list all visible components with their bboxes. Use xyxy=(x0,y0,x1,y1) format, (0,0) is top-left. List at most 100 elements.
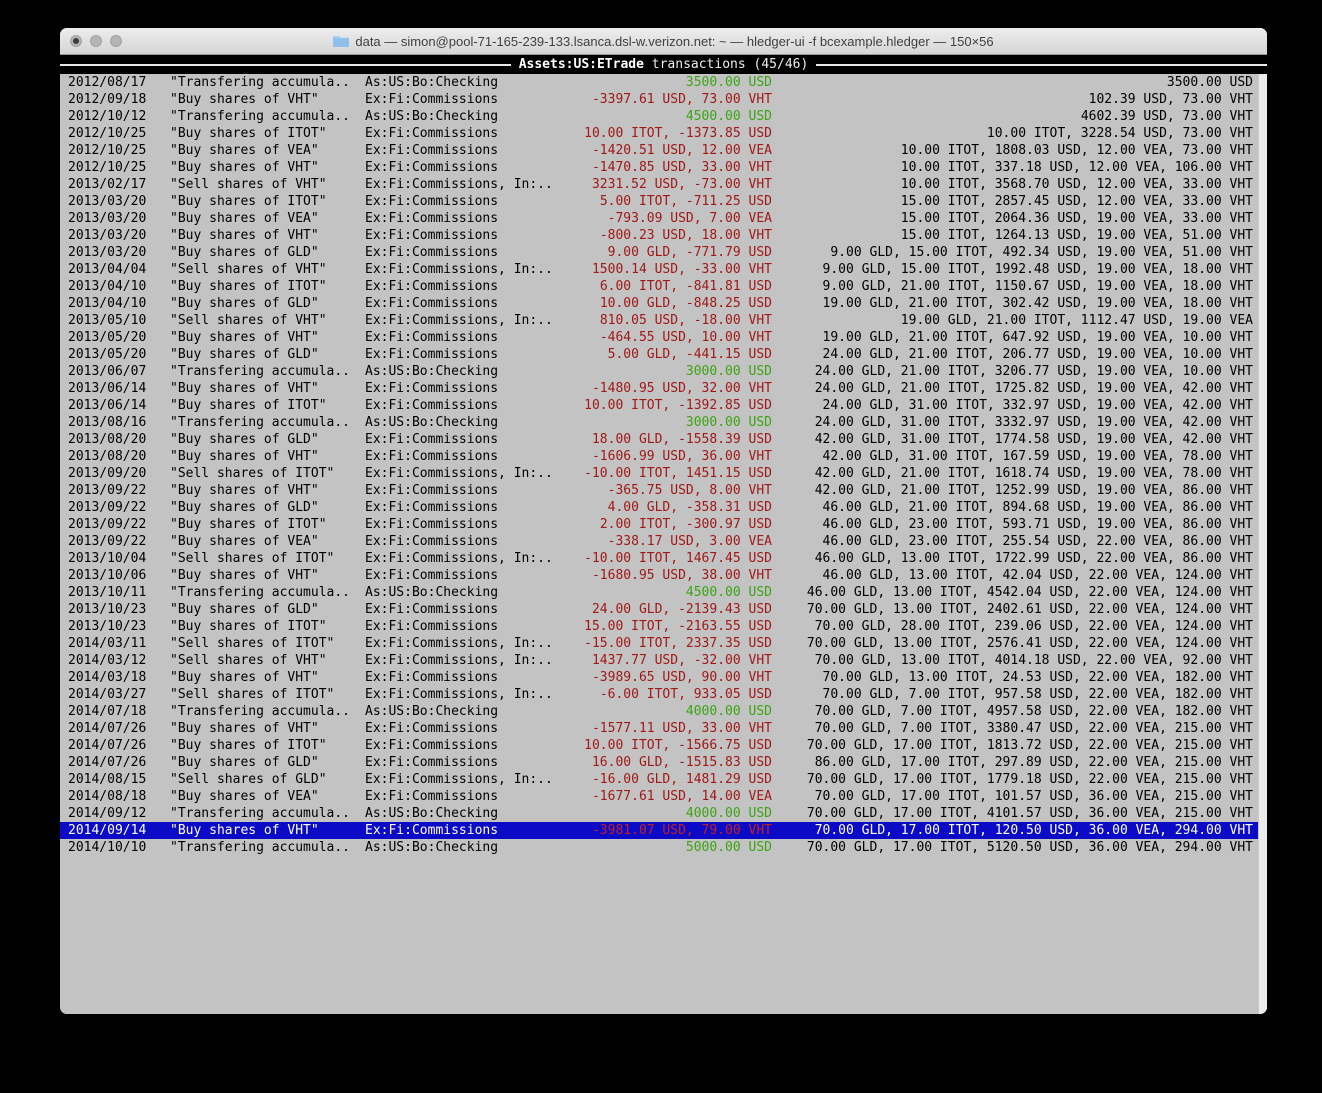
table-row[interactable]: 2013/09/20 "Sell shares of ITOT" Ex:Fi:C… xyxy=(60,465,1267,482)
transaction-other-accounts: Ex:Fi:Commissions xyxy=(365,126,499,141)
transaction-date: 2014/10/10 xyxy=(68,840,147,855)
table-row[interactable]: 2014/03/12 "Sell shares of VHT" Ex:Fi:Co… xyxy=(60,652,1267,669)
transaction-description: "Buy shares of VHT" xyxy=(170,228,319,243)
table-row[interactable]: 2014/03/11 "Sell shares of ITOT" Ex:Fi:C… xyxy=(60,635,1267,652)
transaction-date: 2013/10/23 xyxy=(68,619,147,634)
table-row[interactable]: 2013/09/22 "Buy shares of ITOT" Ex:Fi:Co… xyxy=(60,516,1267,533)
table-row[interactable]: 2012/09/18 "Buy shares of VHT" Ex:Fi:Com… xyxy=(60,91,1267,108)
table-row[interactable]: 2012/08/17 "Transfering accumula.. As:US… xyxy=(60,74,1267,91)
transaction-date: 2013/10/23 xyxy=(68,602,147,617)
transaction-date: 2013/03/20 xyxy=(68,194,147,209)
table-row[interactable]: 2013/04/10 "Buy shares of ITOT" Ex:Fi:Co… xyxy=(60,278,1267,295)
transaction-date: 2014/09/14 xyxy=(68,823,147,838)
transaction-date: 2013/03/20 xyxy=(68,228,147,243)
table-row[interactable]: 2013/09/22 "Buy shares of VEA" Ex:Fi:Com… xyxy=(60,533,1267,550)
transaction-description: "Sell shares of ITOT" xyxy=(170,687,335,702)
register-header-bar: Assets:US:ETrade transactions (45/46) xyxy=(60,55,1267,74)
transaction-change-amount: -365.75 USD, 8.00 VHT xyxy=(607,483,772,498)
table-row[interactable]: 2013/06/14 "Buy shares of ITOT" Ex:Fi:Co… xyxy=(60,397,1267,414)
transaction-running-balance: 9.00 GLD, 15.00 ITOT, 492.34 USD, 19.00 … xyxy=(830,245,1253,260)
transaction-date: 2013/03/20 xyxy=(68,245,147,260)
table-row[interactable]: 2013/08/16 "Transfering accumula.. As:US… xyxy=(60,414,1267,431)
table-row[interactable]: 2013/04/10 "Buy shares of GLD" Ex:Fi:Com… xyxy=(60,295,1267,312)
table-row[interactable]: 2014/09/12 "Transfering accumula.. As:US… xyxy=(60,805,1267,822)
table-row[interactable]: 2013/06/07 "Transfering accumula.. As:US… xyxy=(60,363,1267,380)
table-row[interactable]: 2013/06/14 "Buy shares of VHT" Ex:Fi:Com… xyxy=(60,380,1267,397)
transaction-description: "Transfering accumula.. xyxy=(170,704,351,719)
table-row[interactable]: 2013/02/17 "Sell shares of VHT" Ex:Fi:Co… xyxy=(60,176,1267,193)
table-row[interactable]: 2014/07/26 "Buy shares of ITOT" Ex:Fi:Co… xyxy=(60,737,1267,754)
transaction-running-balance: 70.00 GLD, 17.00 ITOT, 120.50 USD, 36.00… xyxy=(814,823,1253,838)
table-row[interactable]: 2012/10/12 "Transfering accumula.. As:US… xyxy=(60,108,1267,125)
table-row[interactable]: 2013/10/04 "Sell shares of ITOT" Ex:Fi:C… xyxy=(60,550,1267,567)
window-title: data — simon@pool-71-165-239-133.lsanca.… xyxy=(333,34,994,49)
table-row[interactable]: 2014/07/18 "Transfering accumula.. As:US… xyxy=(60,703,1267,720)
transaction-other-accounts: Ex:Fi:Commissions xyxy=(365,92,499,107)
table-row[interactable]: 2013/03/20 "Buy shares of ITOT" Ex:Fi:Co… xyxy=(60,193,1267,210)
table-row[interactable]: 2013/04/04 "Sell shares of VHT" Ex:Fi:Co… xyxy=(60,261,1267,278)
transaction-running-balance: 24.00 GLD, 21.00 ITOT, 1725.82 USD, 19.0… xyxy=(814,381,1253,396)
table-row[interactable]: 2014/07/26 "Buy shares of VHT" Ex:Fi:Com… xyxy=(60,720,1267,737)
close-button-icon[interactable] xyxy=(70,35,82,47)
transaction-running-balance: 46.00 GLD, 21.00 ITOT, 894.68 USD, 19.00… xyxy=(822,500,1253,515)
transaction-description: "Buy shares of GLD" xyxy=(170,755,319,770)
table-row[interactable]: 2013/09/22 "Buy shares of VHT" Ex:Fi:Com… xyxy=(60,482,1267,499)
table-row[interactable]: 2014/09/14 "Buy shares of VHT" Ex:Fi:Com… xyxy=(60,822,1267,839)
transaction-running-balance: 9.00 GLD, 21.00 ITOT, 1150.67 USD, 19.00… xyxy=(822,279,1253,294)
transaction-other-accounts: Ex:Fi:Commissions, In:.. xyxy=(365,687,553,702)
transaction-other-accounts: Ex:Fi:Commissions, In:.. xyxy=(365,466,553,481)
table-row[interactable]: 2012/10/25 "Buy shares of ITOT" Ex:Fi:Co… xyxy=(60,125,1267,142)
transaction-description: "Transfering accumula.. xyxy=(170,585,351,600)
transaction-change-amount: 10.00 ITOT, -1373.85 USD xyxy=(584,126,772,141)
transaction-running-balance: 42.00 GLD, 31.00 ITOT, 167.59 USD, 19.00… xyxy=(822,449,1253,464)
table-row[interactable]: 2012/10/25 "Buy shares of VEA" Ex:Fi:Com… xyxy=(60,142,1267,159)
table-row[interactable]: 2013/10/23 "Buy shares of GLD" Ex:Fi:Com… xyxy=(60,601,1267,618)
transaction-date: 2013/08/20 xyxy=(68,449,147,464)
transaction-other-accounts: Ex:Fi:Commissions, In:.. xyxy=(365,177,553,192)
transaction-description: "Buy shares of GLD" xyxy=(170,500,319,515)
transaction-change-amount: -10.00 ITOT, 1451.15 USD xyxy=(584,466,772,481)
titlebar[interactable]: data — simon@pool-71-165-239-133.lsanca.… xyxy=(60,28,1267,55)
table-row[interactable]: 2012/10/25 "Buy shares of VHT" Ex:Fi:Com… xyxy=(60,159,1267,176)
transaction-running-balance: 70.00 GLD, 13.00 ITOT, 2576.41 USD, 22.0… xyxy=(806,636,1253,651)
table-row[interactable]: 2013/05/10 "Sell shares of VHT" Ex:Fi:Co… xyxy=(60,312,1267,329)
table-row[interactable]: 2013/03/20 "Buy shares of VHT" Ex:Fi:Com… xyxy=(60,227,1267,244)
table-row[interactable]: 2014/08/18 "Buy shares of VEA" Ex:Fi:Com… xyxy=(60,788,1267,805)
table-row[interactable]: 2014/03/18 "Buy shares of VHT" Ex:Fi:Com… xyxy=(60,669,1267,686)
transaction-description: "Transfering accumula.. xyxy=(170,840,351,855)
transaction-description: "Sell shares of VHT" xyxy=(170,177,327,192)
table-row[interactable]: 2013/10/23 "Buy shares of ITOT" Ex:Fi:Co… xyxy=(60,618,1267,635)
table-row[interactable]: 2013/05/20 "Buy shares of VHT" Ex:Fi:Com… xyxy=(60,329,1267,346)
transaction-date: 2014/09/12 xyxy=(68,806,147,821)
table-row[interactable]: 2013/03/20 "Buy shares of VEA" Ex:Fi:Com… xyxy=(60,210,1267,227)
transaction-other-accounts: Ex:Fi:Commissions xyxy=(365,194,499,209)
table-row[interactable]: 2013/03/20 "Buy shares of GLD" Ex:Fi:Com… xyxy=(60,244,1267,261)
table-row[interactable]: 2013/05/20 "Buy shares of GLD" Ex:Fi:Com… xyxy=(60,346,1267,363)
minimize-button-icon[interactable] xyxy=(90,35,102,47)
transaction-other-accounts: Ex:Fi:Commissions xyxy=(365,483,499,498)
transaction-other-accounts: Ex:Fi:Commissions xyxy=(365,279,499,294)
transaction-change-amount: -464.55 USD, 10.00 VHT xyxy=(599,330,772,345)
table-row[interactable]: 2014/08/15 "Sell shares of GLD" Ex:Fi:Co… xyxy=(60,771,1267,788)
table-row[interactable]: 2013/08/20 "Buy shares of VHT" Ex:Fi:Com… xyxy=(60,448,1267,465)
zoom-button-icon[interactable] xyxy=(110,35,122,47)
transaction-description: "Buy shares of ITOT" xyxy=(170,738,327,753)
header-account-name: Assets:US:ETrade xyxy=(518,57,644,72)
transaction-other-accounts: Ex:Fi:Commissions xyxy=(365,789,499,804)
table-row[interactable]: 2014/10/10 "Transfering accumula.. As:US… xyxy=(60,839,1267,856)
transaction-description: "Buy shares of ITOT" xyxy=(170,619,327,634)
transaction-description: "Transfering accumula.. xyxy=(170,415,351,430)
transaction-running-balance: 9.00 GLD, 15.00 ITOT, 1992.48 USD, 19.00… xyxy=(822,262,1253,277)
transaction-other-accounts: Ex:Fi:Commissions xyxy=(365,432,499,447)
transaction-date: 2013/10/04 xyxy=(68,551,147,566)
table-row[interactable]: 2014/03/27 "Sell shares of ITOT" Ex:Fi:C… xyxy=(60,686,1267,703)
table-row[interactable]: 2013/09/22 "Buy shares of GLD" Ex:Fi:Com… xyxy=(60,499,1267,516)
transaction-other-accounts: As:US:Bo:Checking xyxy=(365,704,499,719)
transaction-change-amount: 3000.00 USD xyxy=(685,364,772,379)
table-row[interactable]: 2013/10/06 "Buy shares of VHT" Ex:Fi:Com… xyxy=(60,567,1267,584)
table-row[interactable]: 2013/08/20 "Buy shares of GLD" Ex:Fi:Com… xyxy=(60,431,1267,448)
transactions-list: 2012/08/17 "Transfering accumula.. As:US… xyxy=(60,74,1267,856)
table-row[interactable]: 2014/07/26 "Buy shares of GLD" Ex:Fi:Com… xyxy=(60,754,1267,771)
table-row[interactable]: 2013/10/11 "Transfering accumula.. As:US… xyxy=(60,584,1267,601)
scrollbar[interactable] xyxy=(1258,74,1267,1014)
